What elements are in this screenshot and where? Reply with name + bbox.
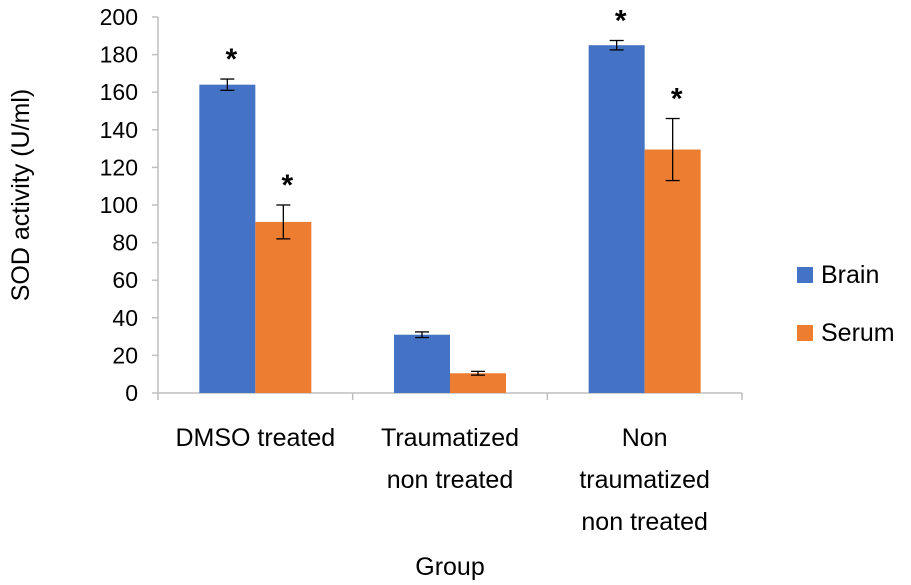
labels-layer: 0 20 40 60 80 100 120 140 160 180 200 * * * * DMSO trea… bbox=[7, 4, 710, 581]
x-tick-label: traumatized bbox=[579, 466, 710, 494]
x-tick-label: Non bbox=[622, 424, 668, 452]
bar-serum bbox=[644, 149, 701, 393]
legend-swatch-brain bbox=[797, 267, 813, 283]
y-tick-label: 160 bbox=[100, 79, 138, 105]
bar-brain bbox=[199, 84, 256, 394]
y-tick-label: 0 bbox=[125, 380, 138, 406]
legend-label-brain: Brain bbox=[821, 261, 879, 289]
x-tick-label: DMSO treated bbox=[175, 424, 335, 452]
y-tick-label: 80 bbox=[112, 230, 138, 256]
y-tick-label: 200 bbox=[100, 4, 138, 30]
y-tick-label: 20 bbox=[112, 342, 138, 368]
x-tick-label: non treated bbox=[387, 466, 514, 494]
y-tick-label: 140 bbox=[100, 117, 138, 143]
bar-serum bbox=[450, 373, 506, 393]
y-tick-label: 40 bbox=[112, 305, 138, 331]
bar-brain bbox=[588, 45, 645, 393]
legend: Brain Serum bbox=[797, 261, 895, 347]
y-tick-label: 60 bbox=[112, 267, 138, 293]
y-tick-label: 100 bbox=[100, 192, 138, 218]
bar-brain bbox=[394, 334, 450, 393]
legend-label-serum: Serum bbox=[821, 319, 895, 347]
significance-marker: * bbox=[671, 83, 683, 116]
y-tick-label: 180 bbox=[100, 42, 138, 68]
bar-serum bbox=[255, 221, 312, 393]
x-tick-label: Traumatized bbox=[381, 424, 519, 452]
significance-marker: * bbox=[281, 169, 293, 202]
x-axis-title: Group bbox=[415, 553, 484, 581]
significance-marker: * bbox=[225, 43, 237, 76]
bars-layer bbox=[199, 45, 701, 394]
error-bars-layer bbox=[220, 39, 680, 376]
significance-marker: * bbox=[615, 5, 627, 38]
y-tick-label: 120 bbox=[100, 154, 138, 180]
x-tick-label: non treated bbox=[581, 508, 708, 536]
y-axis-title: SOD activity (U/ml) bbox=[7, 89, 35, 302]
legend-swatch-serum bbox=[797, 325, 813, 341]
